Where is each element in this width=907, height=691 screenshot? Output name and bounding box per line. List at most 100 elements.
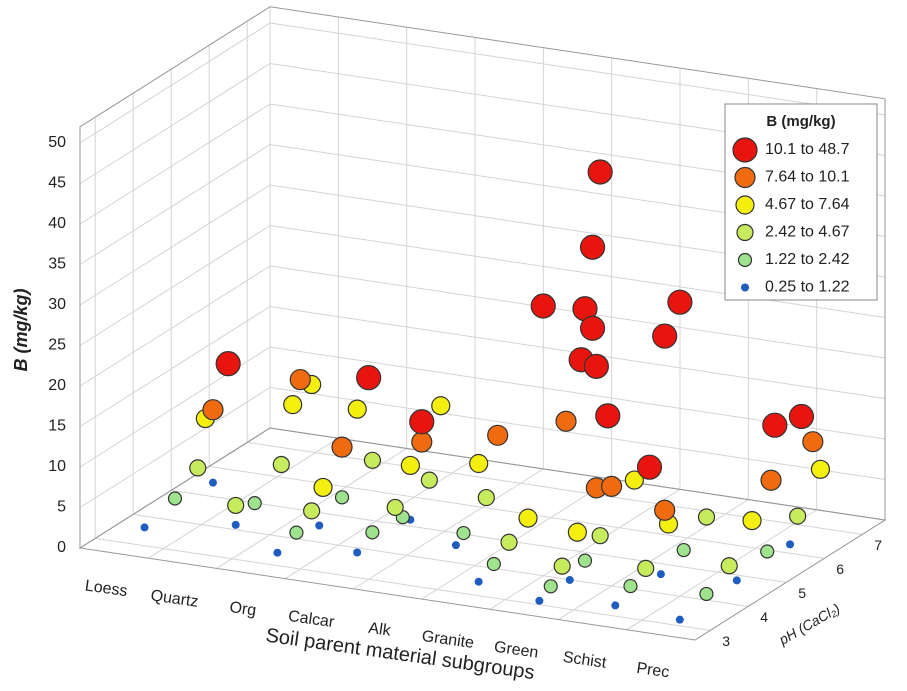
- data-point: [697, 508, 716, 526]
- data-point: [636, 454, 663, 480]
- x-tick-label: Org: [228, 599, 257, 620]
- legend-marker: [741, 283, 749, 292]
- legend-label: 10.1 to 48.7: [765, 141, 850, 158]
- data-point: [189, 459, 207, 477]
- y-axis-label: B (mg/kg): [11, 288, 31, 371]
- grid-line: [133, 513, 749, 607]
- x-tick-label: Loess: [84, 577, 129, 600]
- data-point: [637, 559, 655, 577]
- data-point: [334, 490, 350, 505]
- grid-line: [79, 225, 271, 346]
- data-point: [732, 576, 741, 585]
- legend-label: 4.67 to 7.64: [765, 196, 850, 213]
- data-point: [356, 365, 382, 391]
- data-point: [591, 527, 609, 545]
- data-point: [624, 470, 644, 490]
- y-tick-label: 20: [48, 377, 66, 394]
- box-edge: [79, 6, 886, 549]
- data-point: [411, 431, 433, 453]
- z-tick-label: 6: [836, 561, 844, 577]
- legend-label: 7.64 to 10.1: [765, 169, 850, 186]
- data-point: [762, 412, 788, 438]
- y-tick-label: 15: [48, 418, 66, 435]
- data-point: [786, 540, 795, 549]
- data-point: [272, 455, 290, 474]
- grid-line: [79, 144, 271, 265]
- data-point: [363, 451, 382, 469]
- x-tick-label: Prec: [635, 660, 670, 681]
- data-point: [208, 478, 217, 487]
- data-point: [567, 522, 587, 542]
- data-point: [583, 353, 609, 379]
- data-point: [420, 471, 438, 489]
- y-tick-label: 35: [48, 256, 66, 273]
- data-point: [347, 399, 367, 419]
- data-point: [365, 525, 380, 540]
- data-point: [400, 455, 420, 476]
- data-point: [353, 548, 362, 557]
- category-divider: [489, 488, 681, 610]
- category-divider: [558, 499, 749, 620]
- y-tick-label: 30: [48, 296, 66, 313]
- data-point: [595, 403, 621, 429]
- data-point: [303, 502, 321, 520]
- data-point: [215, 351, 241, 377]
- grid-line: [269, 387, 886, 480]
- data-point: [469, 453, 489, 474]
- data-point: [810, 459, 831, 479]
- data-point: [802, 431, 824, 453]
- data-point: [474, 577, 483, 586]
- data-point: [283, 395, 303, 415]
- data-point: [313, 477, 333, 498]
- data-point: [699, 586, 714, 602]
- data-point: [530, 293, 556, 319]
- data-point: [720, 557, 738, 575]
- z-tick-label: 3: [722, 633, 730, 649]
- grid-line: [171, 489, 787, 583]
- legend-label: 2.42 to 4.67: [765, 224, 850, 241]
- data-point: [500, 533, 518, 551]
- data-point: [579, 315, 606, 341]
- z-tick-label: 7: [874, 537, 882, 553]
- data-point: [656, 570, 665, 579]
- data-point: [555, 410, 577, 432]
- grid-line: [95, 537, 711, 631]
- data-point: [456, 525, 471, 541]
- data-point: [623, 578, 638, 594]
- z-tick-label: 5: [798, 585, 806, 601]
- data-point: [451, 541, 460, 550]
- data-point: [611, 601, 620, 610]
- data-point: [315, 521, 324, 530]
- data-point: [600, 475, 623, 497]
- grid-line: [79, 306, 271, 427]
- data-point: [789, 507, 807, 525]
- data-point: [543, 579, 558, 594]
- data-point: [587, 159, 613, 185]
- data-point: [742, 510, 762, 531]
- legend-marker: [735, 195, 755, 215]
- data-point: [486, 556, 501, 572]
- data-point: [577, 553, 593, 568]
- data-point: [788, 403, 815, 430]
- z-tick-label: 4: [760, 609, 768, 625]
- z-axis-label: pH (CaCl₂): [775, 600, 842, 648]
- data-point: [202, 399, 224, 421]
- data-point: [289, 368, 311, 391]
- data-point: [289, 525, 304, 540]
- data-point: [227, 496, 245, 515]
- category-divider: [353, 468, 544, 590]
- data-point: [386, 498, 404, 517]
- data-point: [518, 508, 538, 528]
- data-point: [553, 557, 571, 575]
- y-tick-label: 40: [48, 215, 66, 232]
- data-point: [247, 496, 262, 511]
- data-point: [667, 289, 693, 315]
- grid-line: [79, 103, 271, 225]
- y-tick-label: 25: [48, 337, 66, 354]
- grid-line: [79, 265, 271, 387]
- data-point: [477, 488, 495, 507]
- data-point: [273, 548, 282, 557]
- data-point: [760, 544, 775, 559]
- legend-marker: [732, 137, 758, 163]
